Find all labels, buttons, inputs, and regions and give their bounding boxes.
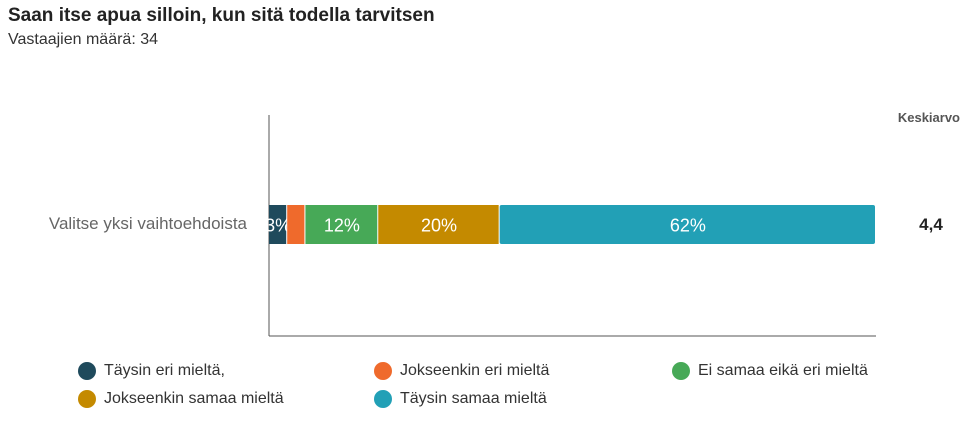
legend-swatch xyxy=(78,362,96,380)
bar-segment-4 xyxy=(378,205,499,244)
legend-swatch xyxy=(672,362,690,380)
bar-segment-2 xyxy=(287,205,305,244)
legend-label: Jokseenkin eri mieltä xyxy=(400,362,550,379)
legend-swatch xyxy=(78,390,96,408)
legend-item-1: Täysin eri mieltä, xyxy=(78,362,225,380)
bar-segment-5 xyxy=(499,205,875,244)
legend-label: Täysin samaa mieltä xyxy=(400,390,547,407)
bar-segment-1 xyxy=(269,205,287,244)
bar-segment-3 xyxy=(305,205,378,244)
legend-item-5: Täysin samaa mieltä xyxy=(374,390,547,408)
legend-label: Täysin eri mieltä, xyxy=(104,362,225,379)
bar-data-label-4: 20% xyxy=(421,216,457,236)
bar-data-label-1: 3% xyxy=(265,216,291,236)
legend-label: Jokseenkin samaa mieltä xyxy=(104,390,284,407)
legend-item-2: Jokseenkin eri mieltä xyxy=(374,362,549,380)
legend-swatch xyxy=(374,362,392,380)
average-header: Keskiarvo xyxy=(897,110,960,125)
average-value: 4,4 xyxy=(919,215,943,234)
chart-subtitle: Vastaajien määrä: 34 xyxy=(8,31,159,48)
legend-item-3: Ei samaa eikä eri mieltä xyxy=(672,362,868,380)
bar-data-label-5: 62% xyxy=(670,216,706,236)
chart-title: Saan itse apua silloin, kun sitä todella… xyxy=(8,5,435,26)
legend-label: Ei samaa eikä eri mieltä xyxy=(698,362,868,379)
bar-data-label-3: 12% xyxy=(324,216,360,236)
legend-item-4: Jokseenkin samaa mieltä xyxy=(78,390,284,408)
category-label: Valitse yksi vaihtoehdoista xyxy=(48,214,247,233)
legend-swatch xyxy=(374,390,392,408)
